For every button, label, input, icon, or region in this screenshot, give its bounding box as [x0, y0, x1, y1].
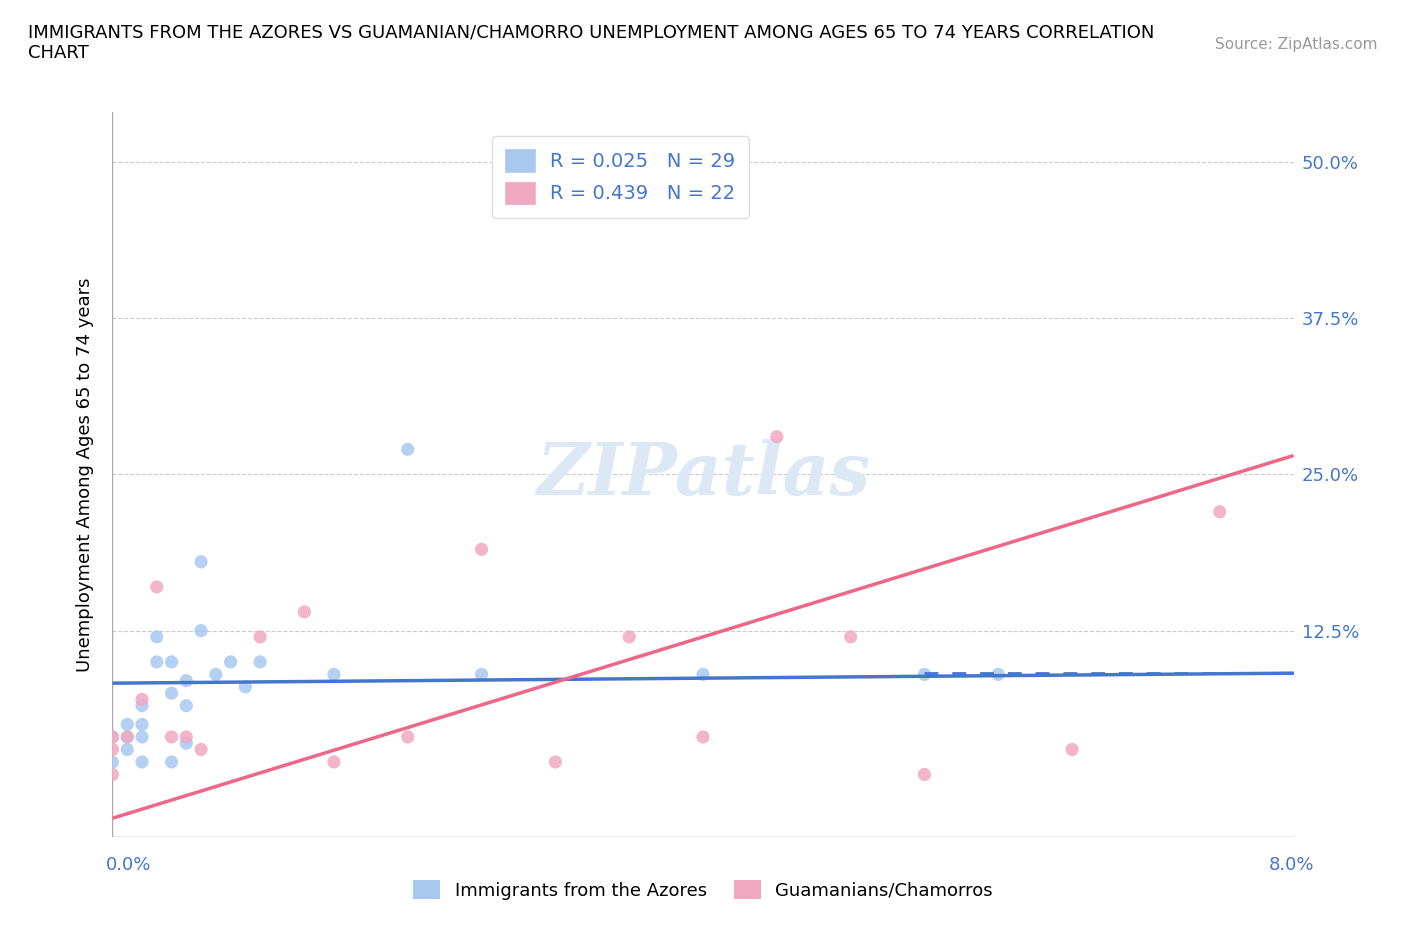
Point [160, 655, 183, 670]
Point [101, 754, 124, 769]
Text: Source: ZipAtlas.com: Source: ZipAtlas.com [1215, 37, 1378, 52]
Point [174, 729, 197, 744]
Point [1062, 742, 1084, 757]
Point [471, 667, 494, 682]
Point [101, 742, 124, 757]
Point [190, 623, 212, 638]
Point [174, 673, 197, 688]
Point [396, 442, 419, 457]
Point [160, 754, 183, 769]
Point [101, 767, 124, 782]
Point [323, 754, 346, 769]
Legend: R = 0.025   N = 29, R = 0.439   N = 22: R = 0.025 N = 29, R = 0.439 N = 22 [492, 136, 749, 218]
Legend: Immigrants from the Azores, Guamanians/Chamorros: Immigrants from the Azores, Guamanians/C… [406, 873, 1000, 907]
Point [1208, 504, 1232, 519]
Point [131, 754, 153, 769]
Point [131, 717, 153, 732]
Point [101, 729, 124, 744]
Point [233, 680, 256, 695]
Point [160, 685, 183, 700]
Point [190, 742, 212, 757]
Point [117, 729, 138, 744]
Point [619, 630, 641, 644]
Point [987, 667, 1010, 682]
Point [396, 729, 419, 744]
Y-axis label: Unemployment Among Ages 65 to 74 years: Unemployment Among Ages 65 to 74 years [76, 277, 94, 671]
Point [692, 667, 714, 682]
Point [174, 698, 197, 713]
Point [146, 630, 169, 644]
Point [146, 579, 169, 594]
Point [174, 736, 197, 751]
Point [249, 655, 271, 670]
Point [544, 754, 567, 769]
Text: 0.0%: 0.0% [105, 856, 150, 873]
Point [914, 667, 936, 682]
Point [131, 729, 153, 744]
Point [471, 542, 494, 557]
Point [190, 554, 212, 569]
Point [101, 729, 124, 744]
Point [323, 667, 346, 682]
Point [131, 698, 153, 713]
Text: IMMIGRANTS FROM THE AZORES VS GUAMANIAN/CHAMORRO UNEMPLOYMENT AMONG AGES 65 TO 7: IMMIGRANTS FROM THE AZORES VS GUAMANIAN/… [28, 23, 1154, 62]
Point [117, 742, 138, 757]
Point [839, 630, 862, 644]
Point [146, 655, 169, 670]
Point [219, 655, 242, 670]
Point [765, 430, 787, 445]
Point [205, 667, 228, 682]
Point [117, 729, 138, 744]
Text: ZIPatlas: ZIPatlas [536, 439, 870, 510]
Point [249, 630, 271, 644]
Point [117, 717, 138, 732]
Point [131, 692, 153, 707]
Point [160, 729, 183, 744]
Point [692, 729, 714, 744]
Text: 8.0%: 8.0% [1270, 856, 1315, 873]
Point [914, 767, 936, 782]
Point [292, 604, 315, 619]
